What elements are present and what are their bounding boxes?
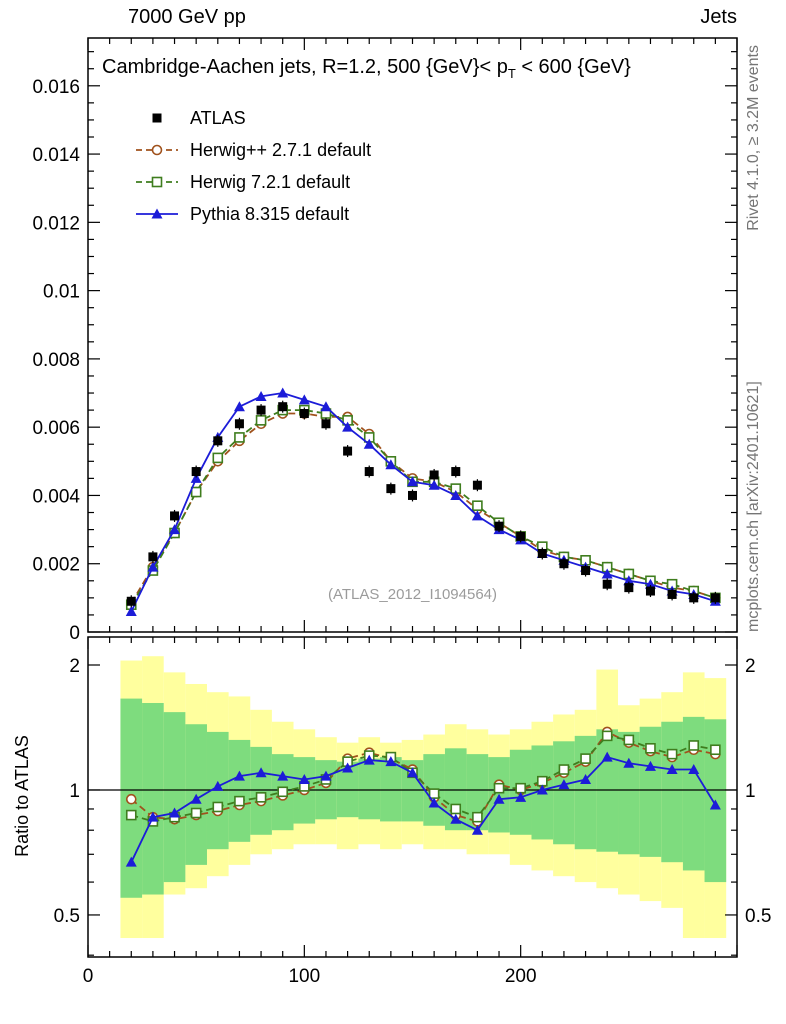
svg-text:0.01: 0.01 (43, 282, 80, 303)
svg-text:0.5: 0.5 (745, 906, 771, 927)
mcplots-arxiv-note: mcplots.cern.ch [arXiv:2401.10621] (745, 381, 762, 632)
svg-text:100: 100 (288, 966, 320, 987)
analysis-topic-label: Jets (700, 6, 737, 28)
svg-text:0.014: 0.014 (32, 145, 80, 166)
beam-energy-label: 7000 GeV pp (128, 6, 246, 28)
legend-label-herwigpp: Herwig++ 2.7.1 default (190, 139, 372, 160)
svg-text:1: 1 (745, 781, 756, 802)
main-panel-frame (87, 37, 738, 633)
panel-title-subscript: T (507, 66, 516, 81)
legend-label-herwig7: Herwig 7.2.1 default (190, 171, 351, 192)
svg-text:0.012: 0.012 (32, 213, 80, 234)
herwigpp-marker-icon (134, 140, 180, 160)
legend-item-atlas: ATLAS (134, 102, 371, 134)
panel-title: Cambridge-Aachen jets, R=1.2, 500 {GeV}<… (102, 56, 631, 81)
main-series-pythia (125, 387, 721, 617)
tick-labels: 0 0.002 0.004 0.006 0.008 0.01 0.012 0.014 0.016… (32, 77, 771, 987)
herwig7-marker-icon (134, 172, 180, 192)
panel-title-suffix: < 600 {GeV} (515, 56, 631, 78)
axis-ticks (87, 38, 738, 957)
svg-text:2: 2 (745, 656, 756, 677)
svg-text:0: 0 (83, 966, 94, 987)
legend: ATLAS Herwig++ 2.7.1 default Herwig 7.2.… (134, 102, 371, 230)
analysis-id-watermark: (ATLAS_2012_I1094564) (327, 586, 497, 603)
panel-title-text: Cambridge-Aachen jets, R=1.2, 500 {GeV}<… (102, 56, 508, 78)
atlas-marker-icon (134, 108, 180, 128)
svg-text:0.006: 0.006 (32, 418, 80, 439)
chart-root: 0 0.002 0.004 0.006 0.008 0.01 0.012 0.014 0.016… (32, 37, 771, 987)
rivet-version-note: Rivet 4.1.0, ≥ 3.2M events (745, 45, 762, 231)
svg-text:2: 2 (69, 656, 80, 677)
svg-text:0.016: 0.016 (32, 77, 80, 98)
legend-item-herwigpp: Herwig++ 2.7.1 default (134, 134, 371, 166)
pythia-marker-icon (134, 204, 180, 224)
main-series-atlas (126, 400, 720, 608)
svg-text:0.5: 0.5 (54, 906, 80, 927)
ratio-y-axis-label: Ratio to ATLAS (12, 735, 32, 857)
svg-text:0.002: 0.002 (32, 555, 80, 576)
svg-text:1: 1 (69, 781, 80, 802)
svg-text:0: 0 (69, 623, 80, 644)
legend-item-pythia: Pythia 8.315 default (134, 198, 371, 230)
ratio-panel-frame (87, 636, 738, 958)
ratio-series-pythia (125, 751, 721, 867)
svg-text:0.008: 0.008 (32, 350, 80, 371)
legend-label-atlas: ATLAS (190, 107, 246, 128)
legend-item-herwig7: Herwig 7.2.1 default (134, 166, 371, 198)
svg-text:200: 200 (505, 966, 537, 987)
legend-label-pythia: Pythia 8.315 default (190, 203, 350, 224)
svg-text:0.004: 0.004 (32, 486, 80, 507)
